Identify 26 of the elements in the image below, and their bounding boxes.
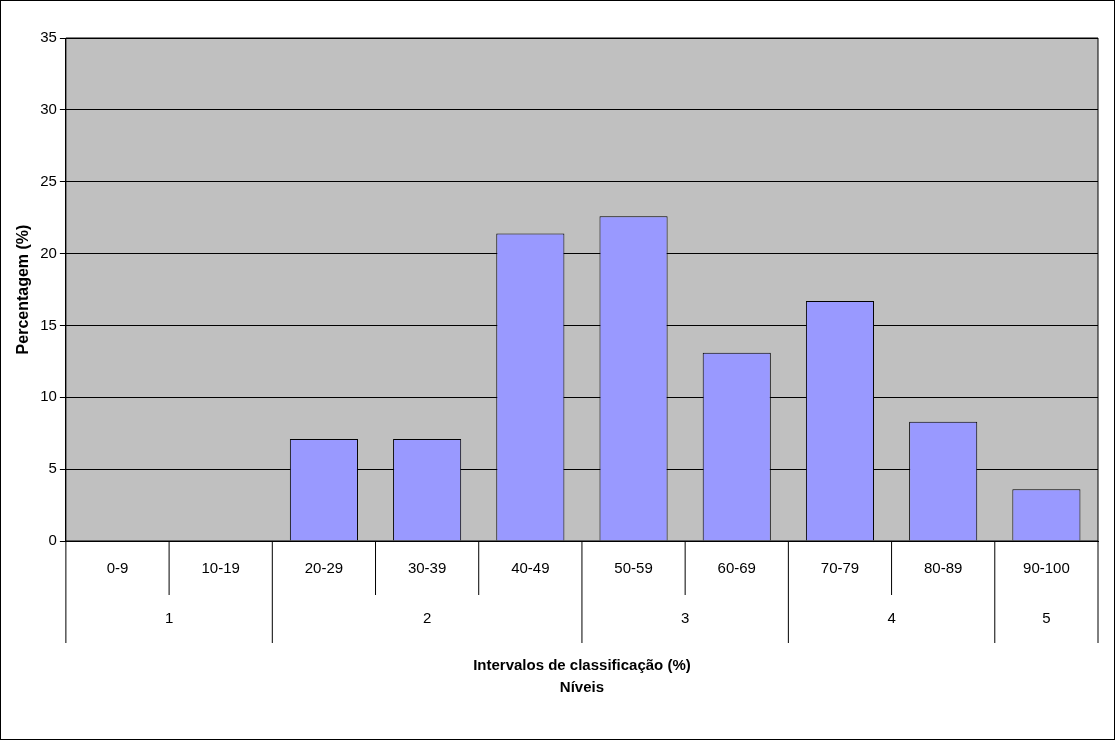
y-tick-label: 35 bbox=[40, 28, 57, 46]
text: 5 bbox=[1042, 609, 1051, 627]
text: 2 bbox=[422, 609, 432, 627]
text: 4 bbox=[887, 609, 896, 627]
y-tick-label: 20 bbox=[40, 243, 57, 261]
x-tick-label: 60-69 bbox=[717, 559, 756, 577]
x-tick-label: 40-49 bbox=[511, 559, 550, 577]
x-tick-label: 80-89 bbox=[924, 559, 963, 577]
text: Níveis bbox=[559, 678, 605, 696]
y-axis-title: Percentagem (%) bbox=[14, 224, 32, 355]
y-tick-label: 5 bbox=[48, 459, 57, 477]
x-tick-label: 30-39 bbox=[407, 559, 447, 577]
text: 3 bbox=[680, 609, 690, 627]
x-tick-label: 90-100 bbox=[1023, 559, 1070, 577]
text: Intervalos de classificação (%) bbox=[473, 656, 691, 674]
x-tick-label: 10-19 bbox=[201, 559, 240, 577]
y-tick-label: 30 bbox=[40, 100, 57, 117]
y-tick-label: 10 bbox=[40, 387, 57, 405]
x-tick-label: 20-29 bbox=[304, 559, 344, 577]
x-tick-label: 70-79 bbox=[820, 559, 860, 577]
y-tick-label: 25 bbox=[40, 171, 57, 189]
y-tick-label: 0 bbox=[48, 531, 57, 549]
y-tick-label: 15 bbox=[40, 315, 57, 333]
x-tick-label: 50-59 bbox=[614, 559, 653, 577]
text: 1 bbox=[164, 609, 174, 627]
x-tick-label: 0-9 bbox=[106, 559, 129, 577]
